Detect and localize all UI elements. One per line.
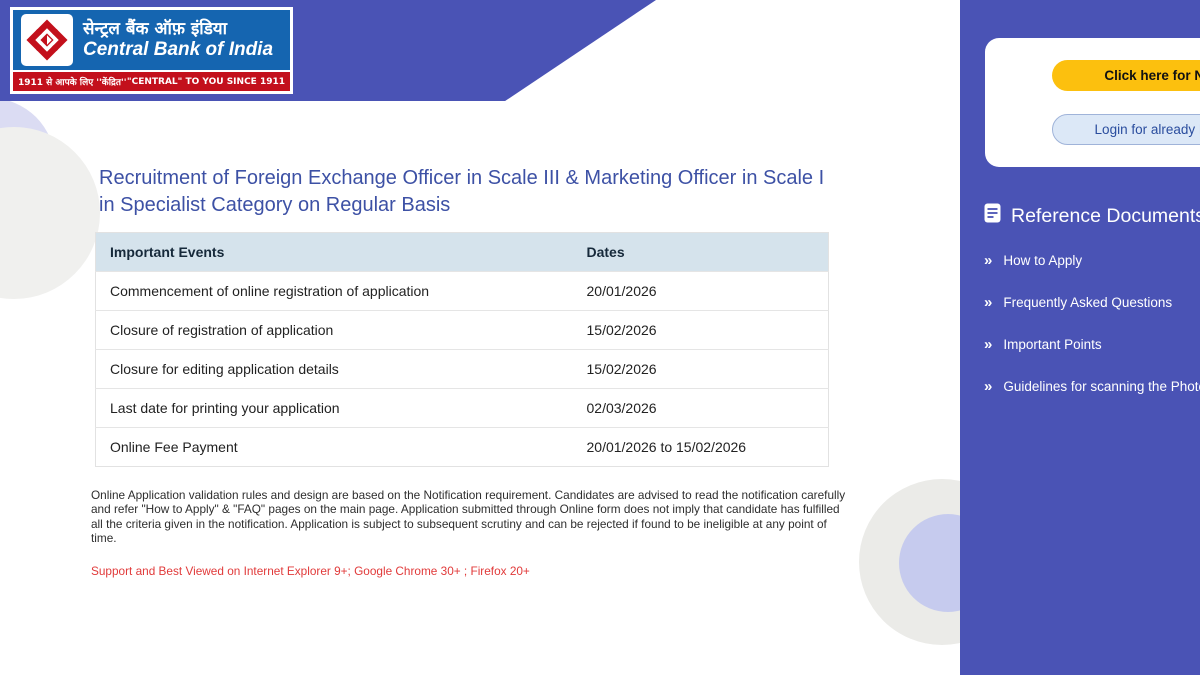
reference-doc-label: Important Points xyxy=(1003,337,1102,352)
page-title-line1: Recruitment of Foreign Exchange Officer … xyxy=(99,167,825,189)
reference-doc-label: Guidelines for scanning the Photograph xyxy=(1003,379,1200,394)
table-row: Commencement of online registration of a… xyxy=(95,271,829,311)
new-registration-button[interactable]: Click here for New Registration xyxy=(1052,60,1200,91)
bank-name-english: Central Bank of India xyxy=(83,38,274,60)
column-header-events: Important Events xyxy=(95,232,573,272)
page-title: Recruitment of Foreign Exchange Officer … xyxy=(99,165,839,219)
reference-doc-link[interactable]: » Guidelines for scanning the Photograph xyxy=(984,379,1200,394)
bank-logo-top: सेन्ट्रल बैंक ऑफ़ इंडिया Central Bank of… xyxy=(13,10,290,70)
login-button[interactable]: Login for already Registered Candidate xyxy=(1052,114,1200,145)
table-header-row: Important Events Dates xyxy=(95,232,829,272)
double-chevron-icon: » xyxy=(984,252,993,269)
bank-tagline-strip: 1911 से आपके लिए ''केंद्रित'' "CENTRAL" … xyxy=(13,70,290,91)
event-name: Commencement of online registration of a… xyxy=(95,271,573,311)
bank-tagline-english: "CENTRAL" TO YOU SINCE 1911 xyxy=(126,76,285,87)
reference-doc-label: Frequently Asked Questions xyxy=(1003,295,1173,310)
decor-circle-gray-left xyxy=(0,127,100,299)
registration-card: Click here for New Registration Login fo… xyxy=(985,38,1200,167)
browser-support-note: Support and Best Viewed on Internet Expl… xyxy=(91,564,530,578)
table-row: Closure of registration of application 15… xyxy=(95,310,829,350)
application-disclaimer: Online Application validation rules and … xyxy=(91,488,846,545)
event-date: 20/01/2026 xyxy=(572,271,829,311)
table-row: Online Fee Payment 20/01/2026 to 15/02/20… xyxy=(95,427,829,467)
reference-doc-link[interactable]: » Frequently Asked Questions xyxy=(984,295,1200,310)
reference-documents-section: Reference Documents » How to Apply » Freque… xyxy=(984,203,1200,421)
bank-tagline-hindi: 1911 से आपके लिए ''केंद्रित'' xyxy=(18,78,127,88)
events-table-body: Commencement of online registration of a… xyxy=(95,271,829,467)
event-name: Last date for printing your application xyxy=(95,388,573,428)
important-events-table: Important Events Dates Commencement of o… xyxy=(95,232,829,467)
page-title-line2: in Specialist Category on Regular Basis xyxy=(99,194,451,216)
bank-name-hindi: सेन्ट्रल बैंक ऑफ़ इंडिया xyxy=(83,19,228,40)
bank-emblem-icon xyxy=(21,14,73,66)
reference-list: » How to Apply » Frequently Asked Questions… xyxy=(984,253,1200,394)
double-chevron-icon: » xyxy=(984,336,993,353)
sidebar: Click here for New Registration Login fo… xyxy=(960,0,1200,675)
event-date: 15/02/2026 xyxy=(572,310,829,350)
double-chevron-icon: » xyxy=(984,294,993,311)
event-name: Closure of registration of application xyxy=(95,310,573,350)
event-date: 15/02/2026 xyxy=(572,349,829,389)
reference-doc-link[interactable]: » Important Points xyxy=(984,337,1200,352)
event-name: Online Fee Payment xyxy=(95,427,573,467)
document-icon xyxy=(984,203,1001,229)
reference-doc-label: How to Apply xyxy=(1003,253,1083,268)
reference-documents-title: Reference Documents xyxy=(1011,204,1200,227)
table-row: Last date for printing your application 0… xyxy=(95,388,829,428)
reference-documents-header: Reference Documents xyxy=(984,203,1200,229)
reference-doc-link[interactable]: » How to Apply xyxy=(984,253,1200,268)
event-name: Closure for editing application details xyxy=(95,349,573,389)
table-row: Closure for editing application details 1… xyxy=(95,349,829,389)
column-header-dates: Dates xyxy=(572,232,829,272)
bank-logo: सेन्ट्रल बैंक ऑफ़ इंडिया Central Bank of… xyxy=(10,7,293,94)
bank-name: सेन्ट्रल बैंक ऑफ़ इंडिया Central Bank of… xyxy=(83,19,273,60)
event-date: 02/03/2026 xyxy=(572,388,829,428)
header-band: सेन्ट्रल बैंक ऑफ़ इंडिया Central Bank of… xyxy=(0,0,656,101)
double-chevron-icon: » xyxy=(984,378,993,395)
event-date: 20/01/2026 to 15/02/2026 xyxy=(572,427,829,467)
